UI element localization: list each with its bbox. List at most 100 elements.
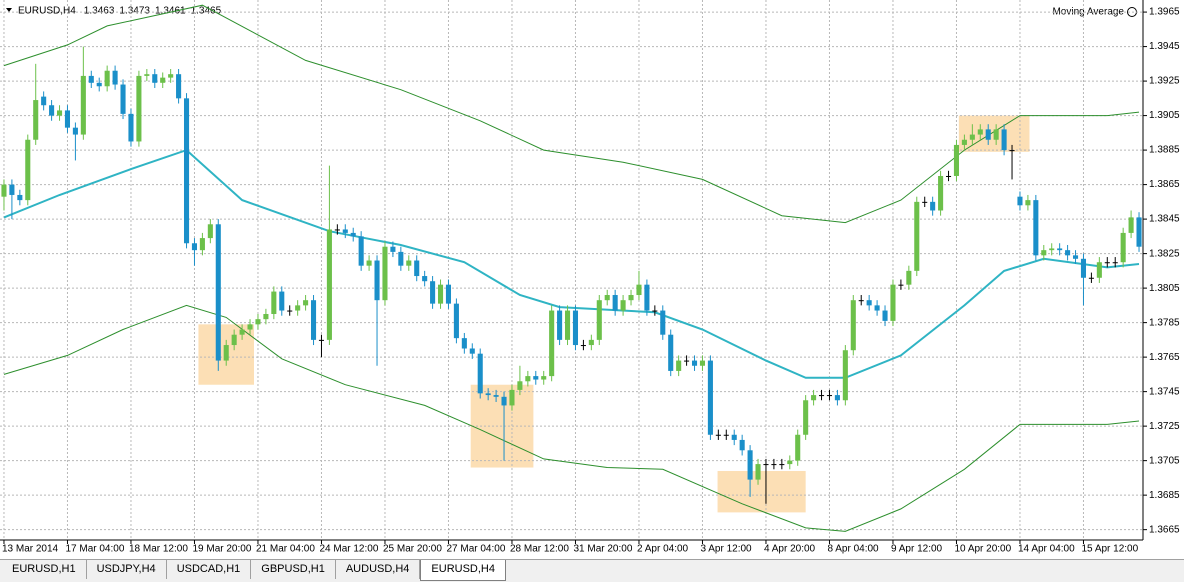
x-tick-label: 10 Apr 20:00 [954, 544, 1011, 555]
tab[interactable]: EURUSD,H1 [2, 560, 87, 579]
candle-body [477, 353, 483, 394]
candle-body [684, 360, 690, 362]
candle-body [152, 74, 158, 83]
chart-title: EURUSD,H4 [18, 6, 76, 17]
candle-body [136, 75, 142, 142]
candle-body [850, 300, 856, 351]
candle-body [303, 300, 309, 306]
y-tick-label: 1.3685 [1149, 490, 1180, 501]
y-tick-label: 1.3785 [1149, 317, 1180, 328]
candle-body [25, 139, 31, 201]
candle-body [239, 329, 245, 335]
candle-body [564, 310, 571, 340]
candle-body [731, 434, 737, 440]
candle-body [549, 310, 555, 377]
candle-body [1065, 250, 1071, 256]
candle-body [231, 334, 237, 346]
candle-body [604, 295, 610, 301]
candle-body [41, 96, 47, 106]
candle-body [517, 381, 523, 390]
tab-bar: EURUSD,H1 USDJPY,H4 USDCAD,H1 GBPUSD,H1 AUDU… [0, 559, 1184, 582]
candle-body [80, 75, 86, 135]
candle-body [668, 334, 674, 371]
y-tick-label: 1.3805 [1149, 283, 1180, 294]
candle-body [144, 74, 150, 76]
candle-body [191, 243, 198, 251]
candle-body [874, 305, 880, 311]
header-value: 1.3473 [119, 6, 150, 17]
candle-body [961, 139, 967, 145]
candle-body [922, 201, 928, 203]
x-tick-label: 31 Mar 20:00 [573, 544, 632, 555]
candle-body [390, 246, 396, 252]
candle-body [96, 82, 102, 87]
tab[interactable]: USDCAD,H1 [167, 560, 252, 579]
candle-body [287, 310, 293, 312]
tab[interactable]: AUDUSD,H4 [336, 560, 421, 579]
candle-body [64, 110, 71, 128]
candle-body [398, 251, 404, 266]
candle-body [461, 338, 467, 349]
candle-body [977, 129, 983, 135]
menu-arrow [6, 8, 12, 12]
tab[interactable]: GBPUSD,H1 [251, 560, 336, 579]
candle-body [1033, 200, 1039, 256]
candle-body [1096, 262, 1102, 278]
candle-body [842, 350, 848, 401]
candle-body [533, 376, 539, 380]
candle-body [771, 464, 777, 466]
x-tick-label: 24 Mar 12:00 [319, 544, 378, 555]
candle-body [9, 184, 15, 195]
candle-body [596, 300, 602, 340]
candle-body [747, 450, 753, 480]
y-tick-label: 1.3665 [1149, 524, 1180, 535]
candle-body [890, 284, 896, 321]
candle-body [739, 439, 745, 451]
candle-body [493, 395, 499, 397]
candle-body [437, 284, 444, 304]
candle-body [271, 291, 277, 314]
candle-body [969, 134, 975, 140]
x-tick-label: 19 Mar 20:00 [192, 544, 251, 555]
candle-body [779, 464, 785, 466]
candle-body [1136, 217, 1142, 247]
x-tick-label: 28 Mar 12:00 [510, 544, 569, 555]
candle-body [557, 310, 563, 340]
y-tick-label: 1.3725 [1149, 421, 1180, 432]
candle-body [938, 175, 944, 211]
candle-body [787, 460, 793, 465]
y-tick-label: 1.3905 [1149, 110, 1180, 121]
candle-body [183, 98, 190, 244]
header-value: 1.3461 [155, 6, 186, 17]
candle-body [723, 434, 729, 436]
candle-body [834, 395, 840, 401]
candle-body [215, 224, 221, 361]
candle-body [176, 74, 182, 99]
candle-body [207, 224, 213, 239]
candle-body [318, 339, 325, 341]
y-tick-label: 1.3925 [1149, 76, 1180, 87]
candle-body [1128, 217, 1134, 233]
candle-body [279, 291, 285, 311]
indicator-line [3, 4, 1140, 224]
x-tick-label: 9 Apr 12:00 [891, 544, 943, 555]
candle-body [541, 376, 547, 380]
candle-body [509, 389, 515, 406]
tab[interactable]: EURUSD,H4 [420, 560, 506, 581]
header-value: 1.3465 [191, 6, 222, 17]
candle-body [310, 300, 317, 340]
x-tick-label: 8 Apr 04:00 [827, 544, 879, 555]
x-tick-label: 14 Apr 04:00 [1018, 544, 1075, 555]
candle-body [374, 260, 380, 301]
candle-body [342, 229, 348, 233]
candle-body [906, 270, 912, 285]
candle-body [803, 400, 809, 435]
candle-body [334, 229, 340, 231]
x-tick-label: 27 Mar 04:00 [446, 544, 505, 555]
candle-body [199, 238, 205, 251]
candle-body [644, 284, 650, 311]
candle-body [501, 396, 507, 406]
candle-body [985, 129, 991, 140]
tab[interactable]: USDJPY,H4 [87, 560, 167, 579]
